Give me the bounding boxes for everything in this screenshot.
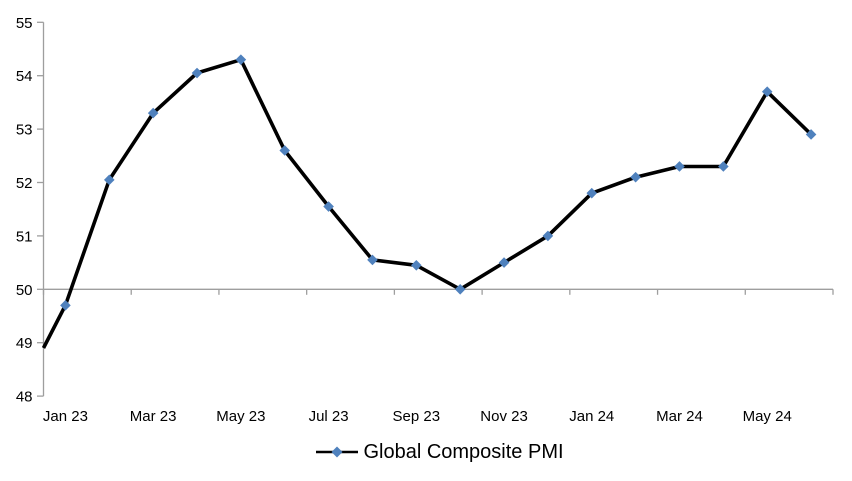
x-axis-tick-label: Nov 23 (480, 408, 528, 425)
data-point-marker (630, 171, 641, 183)
x-axis-tick-label: Sep 23 (393, 408, 441, 425)
x-axis-tick-label: May 23 (216, 408, 265, 425)
data-point-marker (367, 254, 378, 266)
y-axis-tick-label: 50 (16, 282, 33, 299)
x-axis-tick-label: Jul 23 (309, 408, 349, 425)
data-point-marker (279, 145, 291, 156)
data-point-marker (103, 174, 115, 186)
x-axis-tick-label: May 24 (743, 408, 792, 425)
y-axis-tick-label: 51 (16, 228, 33, 245)
data-point-marker (411, 259, 422, 271)
y-axis-tick-label: 53 (16, 122, 33, 139)
data-point-marker (805, 129, 817, 140)
y-axis-tick-label: 54 (16, 68, 33, 85)
data-point-marker (718, 161, 729, 172)
x-axis-tick-label: Jan 24 (569, 408, 614, 425)
data-point-marker (542, 230, 554, 242)
y-axis-tick-label: 52 (16, 175, 33, 192)
data-point-marker (235, 54, 247, 65)
chart-canvas: 48 49 50 51 52 53 54 55 Jan 23 Mar 23 May 23 Jul 23… (16, 15, 834, 425)
x-axis-tick-label: Jan 23 (43, 408, 88, 425)
legend-marker-sample (331, 446, 343, 458)
data-point-marker (586, 187, 598, 199)
data-point-marker (498, 257, 510, 268)
y-axis-tick-label: 48 (16, 389, 33, 406)
data-point-marker (147, 107, 159, 119)
data-point-marker (761, 86, 773, 98)
x-axis-tick-label: Mar 23 (130, 408, 177, 425)
data-point-marker (60, 300, 71, 311)
y-axis-tick-label: 49 (16, 335, 33, 352)
data-point-marker (454, 284, 466, 295)
y-axis-tick-label: 55 (16, 15, 33, 32)
data-point-marker (674, 161, 685, 172)
x-axis-tick-label: Mar 24 (656, 408, 703, 425)
legend-series-label: Global Composite PMI (363, 440, 564, 463)
data-point-marker (191, 67, 203, 79)
legend-line-marker-icon (316, 446, 359, 458)
data-point-marker (323, 201, 334, 212)
pmi-series-line (41, 57, 813, 349)
chart-legend: Global Composite PMI (0, 440, 852, 464)
